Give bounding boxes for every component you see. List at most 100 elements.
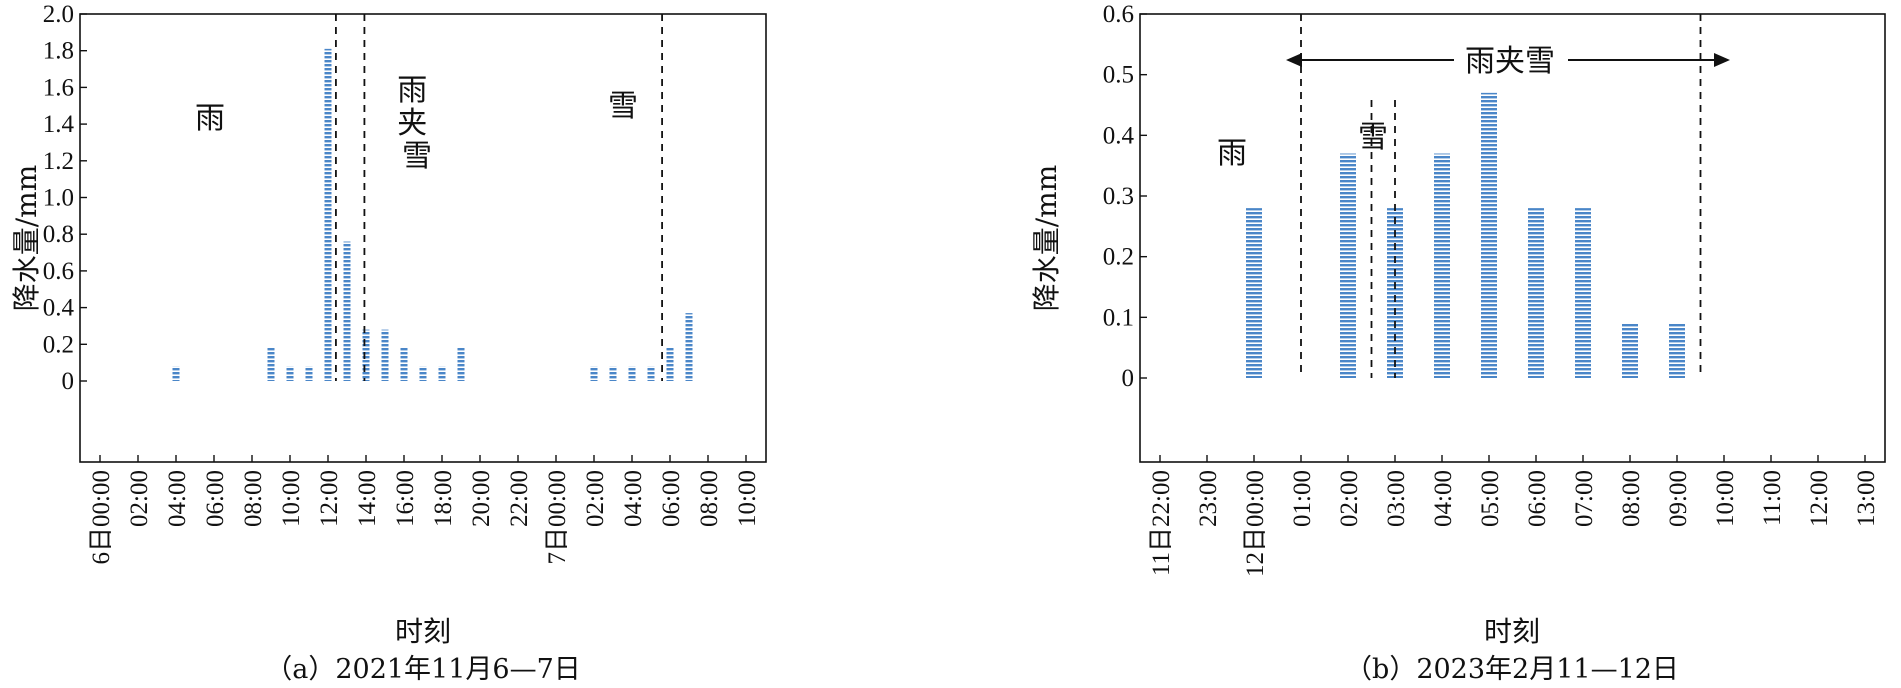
x-tick-label: 04:00 (164, 470, 191, 527)
caption-b: （b）2023年2月11—12日 (1345, 654, 1679, 685)
bar (1340, 153, 1356, 378)
x-tick-label: 22:00 (506, 470, 533, 527)
y-tick-label: 0.2 (43, 331, 74, 358)
arrow-head-right (1714, 53, 1730, 67)
x-tick-label: 02:00 (582, 470, 609, 527)
bar (1434, 153, 1450, 378)
bar (666, 347, 674, 381)
y-tick-label: 0.5 (1103, 62, 1134, 89)
bar (324, 48, 332, 382)
bar (172, 366, 180, 381)
y-axis-b: 0 0.1 0.2 0.3 0.4 0.5 0.6 (1103, 1, 1147, 392)
y-tick-label: 0.4 (1103, 122, 1135, 149)
y-tick-label: 0.2 (1103, 244, 1134, 271)
x-tick-label: 23:00 (1195, 470, 1222, 527)
phase-boundaries-a (335, 14, 663, 381)
x-tick-label: 09:00 (1665, 470, 1692, 527)
plot-frame-a (79, 13, 767, 463)
x-tick-label: 13:00 (1853, 470, 1880, 527)
x-tick-label: 08:00 (240, 470, 267, 527)
y-tick-label: 0.3 (1103, 183, 1134, 210)
x-tick-label: 11:00 (1759, 470, 1786, 526)
bar (362, 329, 370, 381)
x-tick-label: 04:00 (1430, 470, 1457, 527)
bar (343, 241, 351, 381)
bar (400, 347, 408, 381)
panel-b: 0 0.1 0.2 0.3 0.4 0.5 0.6 11日22:00 23:00 12日00:0… (1030, 1, 1886, 685)
bar (1669, 323, 1685, 378)
bar-series-b (1246, 92, 1685, 378)
phase-label-rain-a: 雨 (195, 101, 225, 136)
phase-label-sleet-b: 雨夹雪 (1465, 44, 1555, 79)
bar (590, 366, 598, 381)
y-tick-label: 0.4 (43, 295, 75, 322)
phase-label-rain-b: 雨 (1217, 136, 1247, 171)
x-axis-b: 11日22:00 23:00 12日00:00 01:00 02:00 03:00 04:0… (1148, 455, 1880, 577)
x-tick-label: 06:00 (658, 470, 685, 527)
y-tick-label: 0 (62, 368, 75, 395)
x-tick-label: 16:00 (392, 470, 419, 527)
y-tick-label: 0.6 (43, 258, 74, 285)
x-axis-title-a: 时刻 (395, 615, 451, 648)
y-tick-label: 1.2 (43, 148, 74, 175)
bar (609, 366, 617, 381)
phase-label-snow-a: 雪 (608, 89, 638, 124)
y-axis-title-a: 降水量/mm (10, 165, 43, 312)
x-tick-label: 08:00 (696, 470, 723, 527)
bar-series-a (172, 48, 693, 382)
bar (438, 366, 446, 381)
y-tick-label: 1.8 (43, 38, 74, 65)
caption-a: （a）2021年11月6—7日 (265, 654, 581, 685)
x-tick-label: 07:00 (1571, 470, 1598, 527)
x-tick-label: 06:00 (202, 470, 229, 527)
y-tick-label: 2.0 (43, 1, 74, 28)
x-tick-label: 11日22:00 (1148, 470, 1175, 576)
bar (267, 347, 275, 381)
bar (1575, 208, 1591, 378)
bar (628, 366, 636, 381)
phase-label-sleet-a: 雨 夹 雪 (397, 73, 437, 174)
bar (419, 366, 427, 381)
bar (1387, 208, 1403, 378)
y-tick-label: 0.6 (1103, 1, 1134, 28)
phase-boundaries-b (1300, 14, 1702, 378)
y-tick-label: 0.8 (43, 221, 74, 248)
x-tick-label: 03:00 (1383, 470, 1410, 527)
x-tick-label: 7日00:00 (544, 470, 571, 564)
x-axis-title-b: 时刻 (1484, 615, 1540, 648)
x-tick-label: 12:00 (316, 470, 343, 527)
plot-frame-b (1139, 13, 1886, 463)
x-tick-label: 02:00 (126, 470, 153, 527)
bar (1481, 92, 1497, 378)
y-tick-label: 1.6 (43, 74, 74, 101)
x-tick-label: 18:00 (430, 470, 457, 527)
x-tick-label: 10:00 (734, 470, 761, 527)
y-axis-a: 0 0.2 0.4 0.6 0.8 1.0 1.2 1.4 1.6 1.8 2.0 (43, 1, 87, 395)
bar (1528, 208, 1544, 378)
x-tick-label: 08:00 (1618, 470, 1645, 527)
bar (1246, 208, 1262, 378)
sleet-span-arrow-b: 雨夹雪 (1286, 44, 1730, 79)
arrow-head-left (1286, 53, 1302, 67)
x-tick-label: 05:00 (1477, 470, 1504, 527)
x-tick-label: 12:00 (1806, 470, 1833, 527)
x-tick-label: 02:00 (1336, 470, 1363, 527)
x-axis-a: 6日00:00 02:00 04:00 06:00 08:00 10:00 12:00 14:… (88, 455, 761, 564)
x-tick-label: 14:00 (354, 470, 381, 527)
sleet-char-1: 雨 (397, 73, 427, 108)
sleet-char-3: 雪 (402, 139, 432, 174)
x-tick-label: 04:00 (620, 470, 647, 527)
bar (305, 366, 313, 381)
bar (457, 347, 465, 381)
y-tick-label: 0.1 (1103, 304, 1134, 331)
sleet-char-2: 夹 (397, 106, 427, 141)
x-tick-label: 12日00:00 (1242, 470, 1269, 577)
x-tick-label: 10:00 (278, 470, 305, 527)
phase-label-snow-b: 雪 (1358, 120, 1388, 155)
bar (381, 329, 389, 381)
bar (685, 313, 693, 381)
x-tick-label: 10:00 (1712, 470, 1739, 527)
y-axis-title-b: 降水量/mm (1030, 165, 1063, 312)
panel-a: 0 0.2 0.4 0.6 0.8 1.0 1.2 1.4 1.6 1.8 2.0 6日00:00 0… (10, 1, 767, 685)
